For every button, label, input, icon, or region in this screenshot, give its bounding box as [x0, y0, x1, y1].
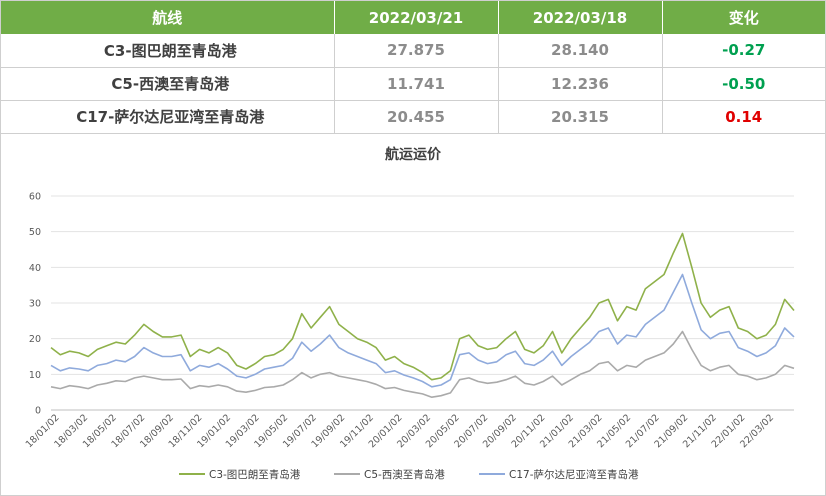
- y-tick-label: 60: [29, 192, 41, 203]
- y-tick-label: 40: [29, 263, 41, 274]
- y-tick-label: 10: [29, 370, 41, 381]
- value-cell: 28.140: [498, 34, 663, 68]
- value-cell: 20.455: [334, 100, 499, 134]
- change-cell: 0.14: [662, 100, 825, 134]
- series-line: [50, 273, 795, 388]
- y-tick-label: 50: [29, 227, 41, 238]
- legend-label: C17-萨尔达尼亚湾至青岛港: [509, 468, 639, 481]
- series-line: [50, 232, 795, 381]
- y-tick-label: 0: [35, 406, 41, 417]
- y-tick-label: 20: [29, 334, 41, 345]
- route-cell: C5-西澳至青岛港: [1, 67, 335, 101]
- chart-title: 航运运价: [385, 147, 441, 163]
- legend-label: C5-西澳至青岛港: [364, 468, 445, 481]
- chart-canvas: 010203040506018/01/0218/03/0218/05/0218/…: [24, 192, 795, 481]
- table-header-row: 航线 2022/03/21 2022/03/18 变化: [1, 1, 825, 34]
- route-cell: C17-萨尔达尼亚湾至青岛港: [1, 100, 335, 134]
- header-date-1: 2022/03/21: [334, 1, 499, 34]
- value-cell: 20.315: [498, 100, 663, 134]
- change-cell: -0.50: [662, 67, 825, 101]
- header-route: 航线: [1, 1, 335, 34]
- value-cell: 27.875: [334, 34, 499, 68]
- value-cell: 11.741: [334, 67, 499, 101]
- table-row: C3-图巴朗至青岛港 27.875 28.140 -0.27: [1, 34, 825, 68]
- freight-chart: 航运运价 0 10 20 30 40 50 60 18/01/02 18/03/02 18/05/…: [1, 134, 825, 496]
- header-date-2: 2022/03/18: [498, 1, 663, 34]
- table-row: C5-西澳至青岛港 11.741 12.236 -0.50: [1, 67, 825, 101]
- change-cell: -0.27: [662, 34, 825, 68]
- freight-rate-table: 航线 2022/03/21 2022/03/18 变化 C3-图巴朗至青岛港 2…: [1, 1, 825, 134]
- legend-label: C3-图巴朗至青岛港: [209, 468, 301, 481]
- route-cell: C3-图巴朗至青岛港: [1, 34, 335, 68]
- header-change: 变化: [662, 1, 825, 34]
- series-line: [50, 330, 795, 399]
- value-cell: 12.236: [498, 67, 663, 101]
- y-tick-label: 30: [29, 299, 41, 310]
- table-row: C17-萨尔达尼亚湾至青岛港 20.455 20.315 0.14: [1, 100, 825, 134]
